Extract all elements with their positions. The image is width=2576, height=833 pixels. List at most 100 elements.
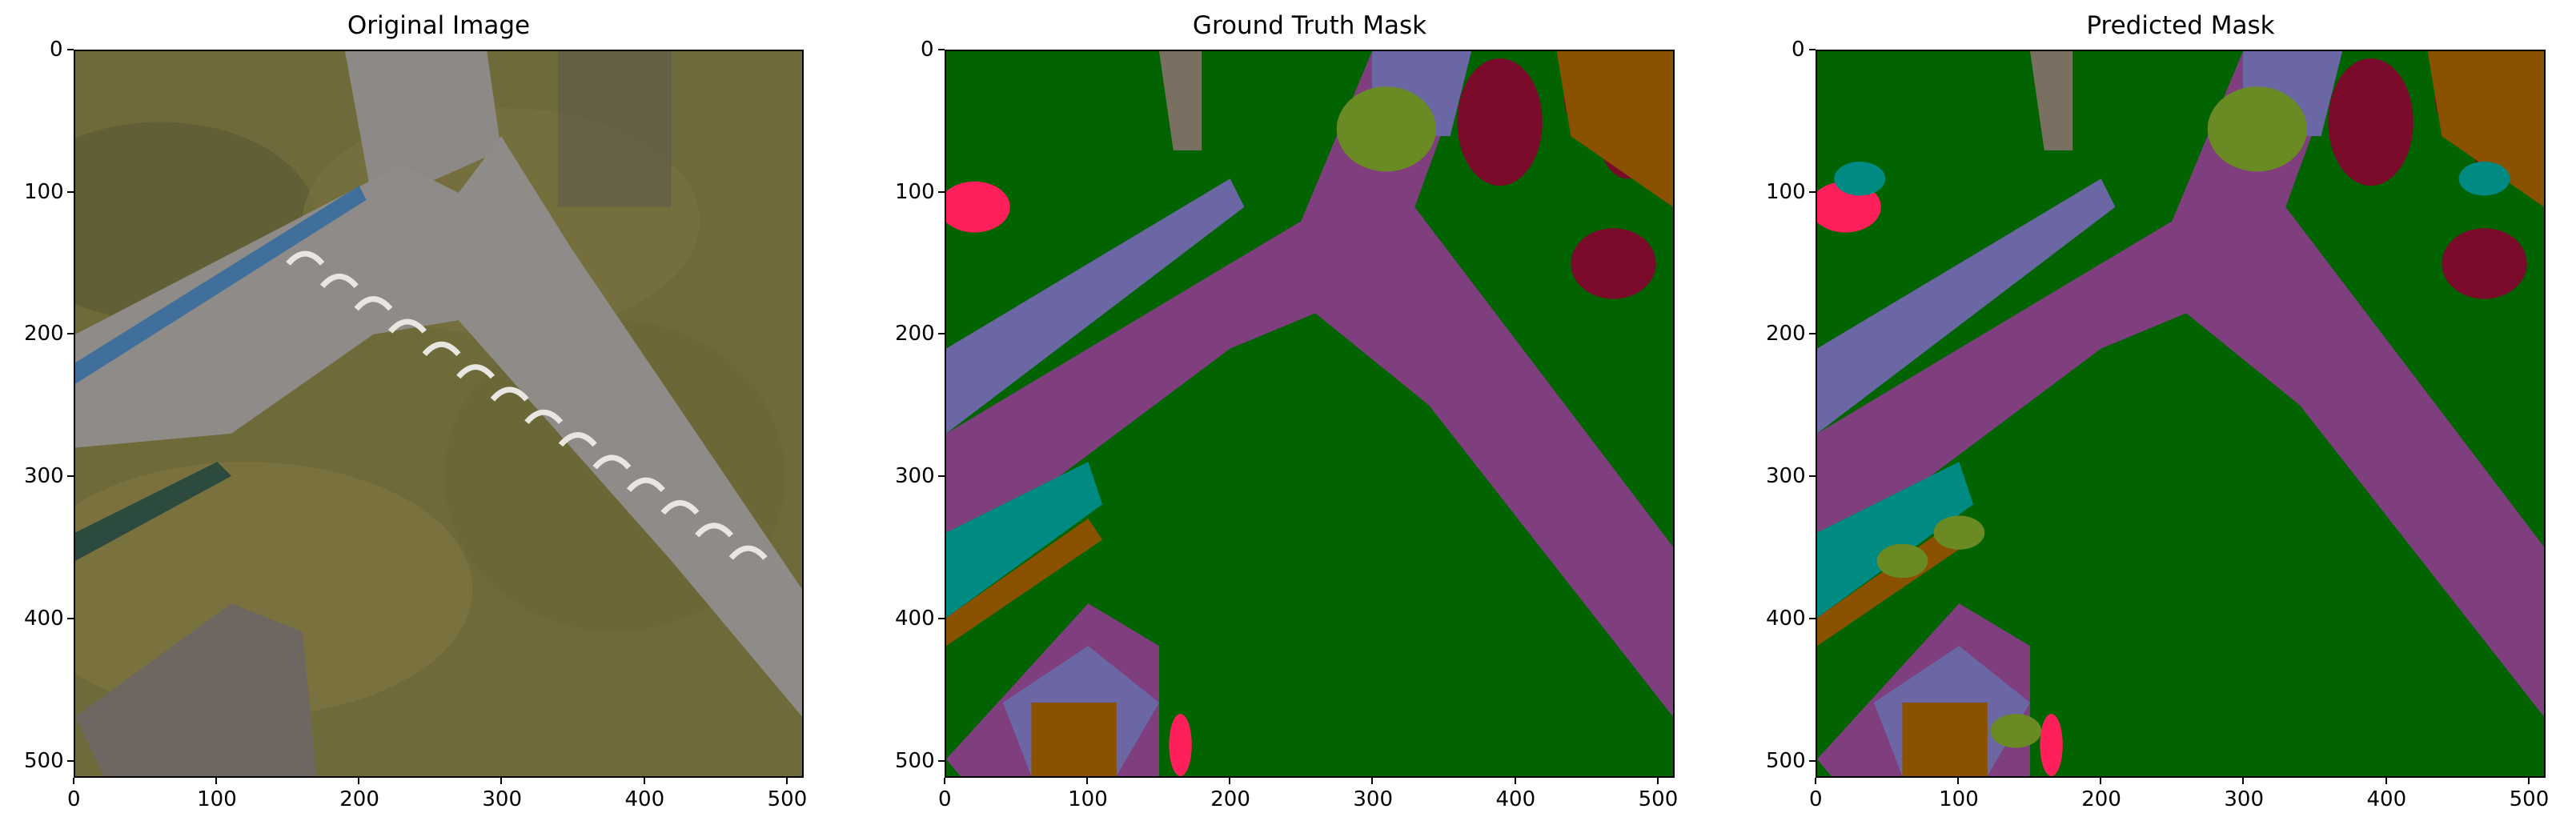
image-content: [946, 51, 1673, 776]
x-tick-label: 500: [2509, 787, 2550, 811]
x-tick-label: 200: [339, 787, 379, 811]
stone-arc: [592, 455, 632, 470]
shrub-region: [1336, 86, 1436, 172]
paved-path-region: [946, 51, 1673, 717]
bicycles: [557, 51, 672, 207]
dirt-region: [1031, 702, 1117, 776]
dirt-region: [2427, 51, 2544, 207]
y-tick-label: 0: [1792, 38, 1805, 62]
stone-arc: [456, 364, 496, 379]
y-tick-label: 400: [24, 606, 64, 631]
y-tick-mark: [1809, 759, 1816, 762]
stone-arc: [660, 499, 700, 515]
y-tick-label: 500: [24, 748, 64, 773]
y-tick-mark: [67, 190, 74, 193]
stone-arc: [695, 523, 734, 538]
stone-arc: [354, 296, 393, 311]
y-tick-label: 500: [1766, 748, 1806, 773]
x-tick-mark: [643, 778, 645, 784]
y-tick-mark: [67, 49, 74, 50]
y-tick-label: 400: [1766, 606, 1806, 631]
x-tick-label: 100: [1939, 787, 1979, 811]
x-tick-mark: [1086, 778, 1089, 784]
x-tick-mark: [1957, 778, 1960, 784]
panel-title: Ground Truth Mask: [1192, 11, 1427, 40]
panel-predicted: Predicted Mask 0 100 200 300 400 500 0 100 200 300…: [1742, 0, 2574, 833]
y-tick-mark: [938, 617, 945, 619]
y-tick-mark: [938, 190, 945, 193]
stone-arc: [626, 477, 665, 492]
panel-ground_truth: Ground Truth Mask 0 100 200 300 400 500 0 100 200…: [871, 0, 1703, 833]
dirt-region: [946, 518, 1103, 647]
tree-region: [1571, 228, 1656, 299]
x-tick-mark: [2527, 778, 2530, 784]
y-tick-mark: [1809, 190, 1816, 193]
predicted-blob: [1933, 515, 1985, 550]
stone-arc: [558, 432, 597, 447]
x-tick-mark: [1514, 778, 1516, 784]
person-region: [1169, 714, 1192, 776]
panel-title: Predicted Mask: [2086, 11, 2275, 40]
railing: [75, 186, 367, 384]
y-tick-mark: [1809, 333, 1816, 335]
y-tick-label: 200: [895, 322, 935, 346]
stone-arc: [728, 545, 768, 560]
x-tick-mark: [2242, 778, 2245, 784]
x-tick-label: 500: [767, 787, 808, 811]
other-region: [2030, 51, 2073, 150]
x-tick-label: 100: [197, 787, 237, 811]
x-tick-label: 200: [1210, 787, 1250, 811]
x-tick-mark: [358, 778, 360, 784]
x-tick-label: 400: [1495, 787, 1536, 811]
dirt-region: [1556, 51, 1673, 207]
stone-arc: [319, 273, 359, 289]
x-tick-label: 0: [1809, 787, 1823, 811]
tree-region: [1457, 58, 1543, 186]
x-tick-label: 400: [2366, 787, 2407, 811]
y-tick-mark: [67, 759, 74, 762]
x-tick-label: 500: [1638, 787, 1679, 811]
panel-original: Original Image 0 100 200 300 400 500 0 100 200 300…: [0, 0, 833, 833]
x-tick-mark: [2100, 778, 2102, 784]
y-tick-mark: [938, 49, 945, 50]
stone-arc: [388, 318, 427, 334]
roof-wall-region: [1817, 178, 2116, 434]
y-tick-label: 100: [24, 179, 64, 204]
y-tick-label: 300: [895, 464, 935, 489]
image-axes: [1816, 50, 2546, 778]
y-tick-mark: [67, 475, 74, 478]
image-content: [75, 51, 802, 776]
stone-arc: [524, 409, 564, 425]
paved-path-region: [1817, 51, 2544, 717]
y-tick-mark: [938, 333, 945, 335]
y-tick-label: 100: [895, 179, 935, 204]
x-tick-mark: [944, 778, 945, 784]
y-tick-label: 400: [895, 606, 935, 631]
y-tick-mark: [1809, 475, 1816, 478]
predicted-blob: [1990, 714, 2042, 748]
y-tick-label: 100: [1766, 179, 1806, 204]
tree-region: [2442, 228, 2527, 299]
x-tick-mark: [73, 778, 74, 784]
x-tick-label: 300: [482, 787, 523, 811]
water-region: [946, 462, 1103, 618]
tree-region: [2328, 58, 2413, 186]
predicted-blob: [1834, 162, 1886, 196]
x-tick-label: 0: [938, 787, 952, 811]
x-tick-mark: [215, 778, 218, 784]
y-tick-mark: [1809, 49, 1816, 50]
y-tick-label: 300: [1766, 464, 1806, 489]
image-content: [1817, 51, 2544, 776]
y-tick-label: 200: [1766, 322, 1806, 346]
person-region: [2040, 714, 2063, 776]
y-tick-mark: [938, 475, 945, 478]
x-tick-mark: [1371, 778, 1374, 784]
x-tick-mark: [500, 778, 503, 784]
dirt-region: [1817, 518, 1974, 647]
y-tick-label: 0: [50, 38, 63, 62]
x-tick-label: 100: [1068, 787, 1108, 811]
x-tick-mark: [785, 778, 788, 784]
hedge: [75, 462, 232, 562]
y-tick-mark: [1809, 617, 1816, 619]
shrub-region: [2207, 86, 2307, 172]
